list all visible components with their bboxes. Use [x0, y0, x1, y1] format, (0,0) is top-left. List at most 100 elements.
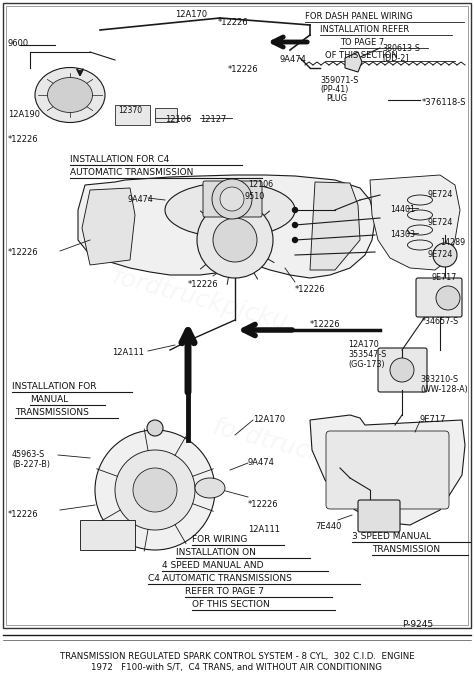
- Text: 9510: 9510: [245, 192, 265, 201]
- Text: 14303: 14303: [390, 230, 415, 239]
- Text: 359071-S: 359071-S: [320, 76, 358, 85]
- Text: (GG-173): (GG-173): [348, 360, 384, 369]
- Text: 1972   F100-with S/T,  C4 TRANS, and WITHOUT AIR CONDITIONING: 1972 F100-with S/T, C4 TRANS, and WITHOU…: [91, 663, 383, 672]
- Polygon shape: [345, 52, 362, 72]
- Polygon shape: [310, 182, 360, 270]
- FancyBboxPatch shape: [378, 348, 427, 392]
- Text: 14289: 14289: [440, 238, 465, 247]
- Ellipse shape: [35, 68, 105, 123]
- Text: FOR WIRING: FOR WIRING: [192, 535, 247, 544]
- Text: 9E724: 9E724: [428, 218, 453, 227]
- Text: TO PAGE 7: TO PAGE 7: [340, 38, 384, 47]
- Text: OF THIS SECTION: OF THIS SECTION: [192, 600, 270, 609]
- Text: TRANSMISSION: TRANSMISSION: [372, 545, 440, 554]
- Text: 353547-S: 353547-S: [348, 350, 386, 359]
- Text: INSTALLATION FOR C4: INSTALLATION FOR C4: [70, 155, 169, 164]
- Circle shape: [133, 468, 177, 512]
- Text: (B-227-B): (B-227-B): [12, 460, 50, 469]
- Text: TRANSMISSION REGULATED SPARK CONTROL SYSTEM - 8 CYL,  302 C.I.D.  ENGINE: TRANSMISSION REGULATED SPARK CONTROL SYS…: [60, 652, 414, 661]
- Circle shape: [95, 430, 215, 550]
- Circle shape: [292, 208, 298, 213]
- Text: *12226: *12226: [218, 18, 249, 27]
- Text: FOR DASH PANEL WIRING: FOR DASH PANEL WIRING: [305, 12, 413, 21]
- Text: fordtruckpicku: fordtruckpicku: [210, 415, 391, 485]
- FancyBboxPatch shape: [203, 181, 262, 217]
- Circle shape: [292, 238, 298, 243]
- Text: P-9245: P-9245: [402, 620, 433, 629]
- Ellipse shape: [195, 478, 225, 498]
- Text: 380613-S: 380613-S: [382, 44, 420, 53]
- Text: 12106: 12106: [248, 180, 273, 189]
- Text: *376118-S: *376118-S: [422, 98, 466, 107]
- Text: 12370: 12370: [118, 106, 142, 115]
- Circle shape: [115, 450, 195, 530]
- Text: 4 SPEED MANUAL AND: 4 SPEED MANUAL AND: [162, 561, 264, 570]
- Text: *12226: *12226: [8, 510, 38, 519]
- Text: 383210-S: 383210-S: [420, 375, 458, 384]
- Text: [DD-2]: [DD-2]: [382, 53, 409, 62]
- Text: 9E724: 9E724: [428, 190, 453, 199]
- Text: 12A170: 12A170: [253, 415, 285, 424]
- Text: *12226: *12226: [228, 65, 259, 74]
- Text: MANUAL: MANUAL: [30, 395, 68, 404]
- Text: TRANSMISSIONS: TRANSMISSIONS: [15, 408, 89, 417]
- Circle shape: [390, 358, 414, 382]
- Bar: [155, 108, 177, 122]
- Text: 14401: 14401: [390, 205, 415, 214]
- Text: 3 SPEED MANUAL: 3 SPEED MANUAL: [352, 532, 431, 541]
- Text: 9A474: 9A474: [248, 458, 275, 467]
- Circle shape: [197, 202, 273, 278]
- Text: 12127: 12127: [200, 115, 227, 124]
- Text: OF THIS SECTION: OF THIS SECTION: [325, 51, 398, 60]
- Text: *12226: *12226: [248, 500, 279, 509]
- Bar: [3, 3, 471, 628]
- Text: 12106: 12106: [165, 115, 191, 124]
- Bar: [6, 6, 468, 625]
- Text: 9E724: 9E724: [428, 250, 453, 259]
- Text: AUTOMATIC TRANSMISSION: AUTOMATIC TRANSMISSION: [70, 168, 193, 177]
- Polygon shape: [310, 415, 465, 525]
- Text: 12A170: 12A170: [348, 340, 379, 349]
- Text: *12226: *12226: [8, 248, 38, 257]
- Text: 12A111: 12A111: [248, 525, 280, 534]
- Bar: [80, 520, 135, 550]
- Text: INSTALLATION REFER: INSTALLATION REFER: [320, 25, 409, 34]
- Text: 9A474: 9A474: [128, 195, 154, 204]
- Text: 9E717: 9E717: [432, 273, 457, 282]
- FancyBboxPatch shape: [416, 278, 462, 317]
- Text: REFER TO PAGE 7: REFER TO PAGE 7: [185, 587, 264, 596]
- Text: (WW-128-A): (WW-128-A): [420, 385, 468, 394]
- FancyBboxPatch shape: [326, 431, 449, 509]
- Bar: [115, 105, 150, 125]
- Text: 9E717: 9E717: [420, 415, 447, 424]
- Text: 12A170: 12A170: [175, 10, 207, 19]
- Text: 9600: 9600: [8, 40, 29, 49]
- Polygon shape: [78, 175, 375, 278]
- Circle shape: [433, 243, 457, 267]
- Text: PLUG: PLUG: [326, 94, 347, 103]
- Text: 9A474: 9A474: [280, 55, 307, 64]
- Text: *12226: *12226: [8, 135, 38, 144]
- Ellipse shape: [47, 77, 92, 112]
- Polygon shape: [370, 175, 460, 270]
- FancyBboxPatch shape: [358, 500, 400, 532]
- Circle shape: [220, 187, 244, 211]
- Text: INSTALLATION ON: INSTALLATION ON: [176, 548, 256, 557]
- Circle shape: [292, 222, 298, 227]
- Text: *12226: *12226: [188, 280, 219, 289]
- Text: fordtruckpicku: fordtruckpicku: [109, 265, 291, 335]
- Circle shape: [212, 179, 252, 219]
- Polygon shape: [82, 188, 135, 265]
- Text: 12A111: 12A111: [112, 348, 144, 357]
- Text: 45963-S: 45963-S: [12, 450, 45, 459]
- Text: C4 AUTOMATIC TRANSMISSIONS: C4 AUTOMATIC TRANSMISSIONS: [148, 574, 292, 583]
- Text: (PP-41): (PP-41): [320, 85, 348, 94]
- Text: *12226: *12226: [310, 320, 341, 329]
- Circle shape: [147, 420, 163, 436]
- Text: 12A190: 12A190: [8, 110, 40, 119]
- Circle shape: [436, 286, 460, 310]
- Text: *34657-S: *34657-S: [422, 317, 459, 326]
- Ellipse shape: [165, 183, 295, 238]
- Text: INSTALLATION FOR: INSTALLATION FOR: [12, 382, 97, 391]
- Text: *12226: *12226: [295, 285, 326, 294]
